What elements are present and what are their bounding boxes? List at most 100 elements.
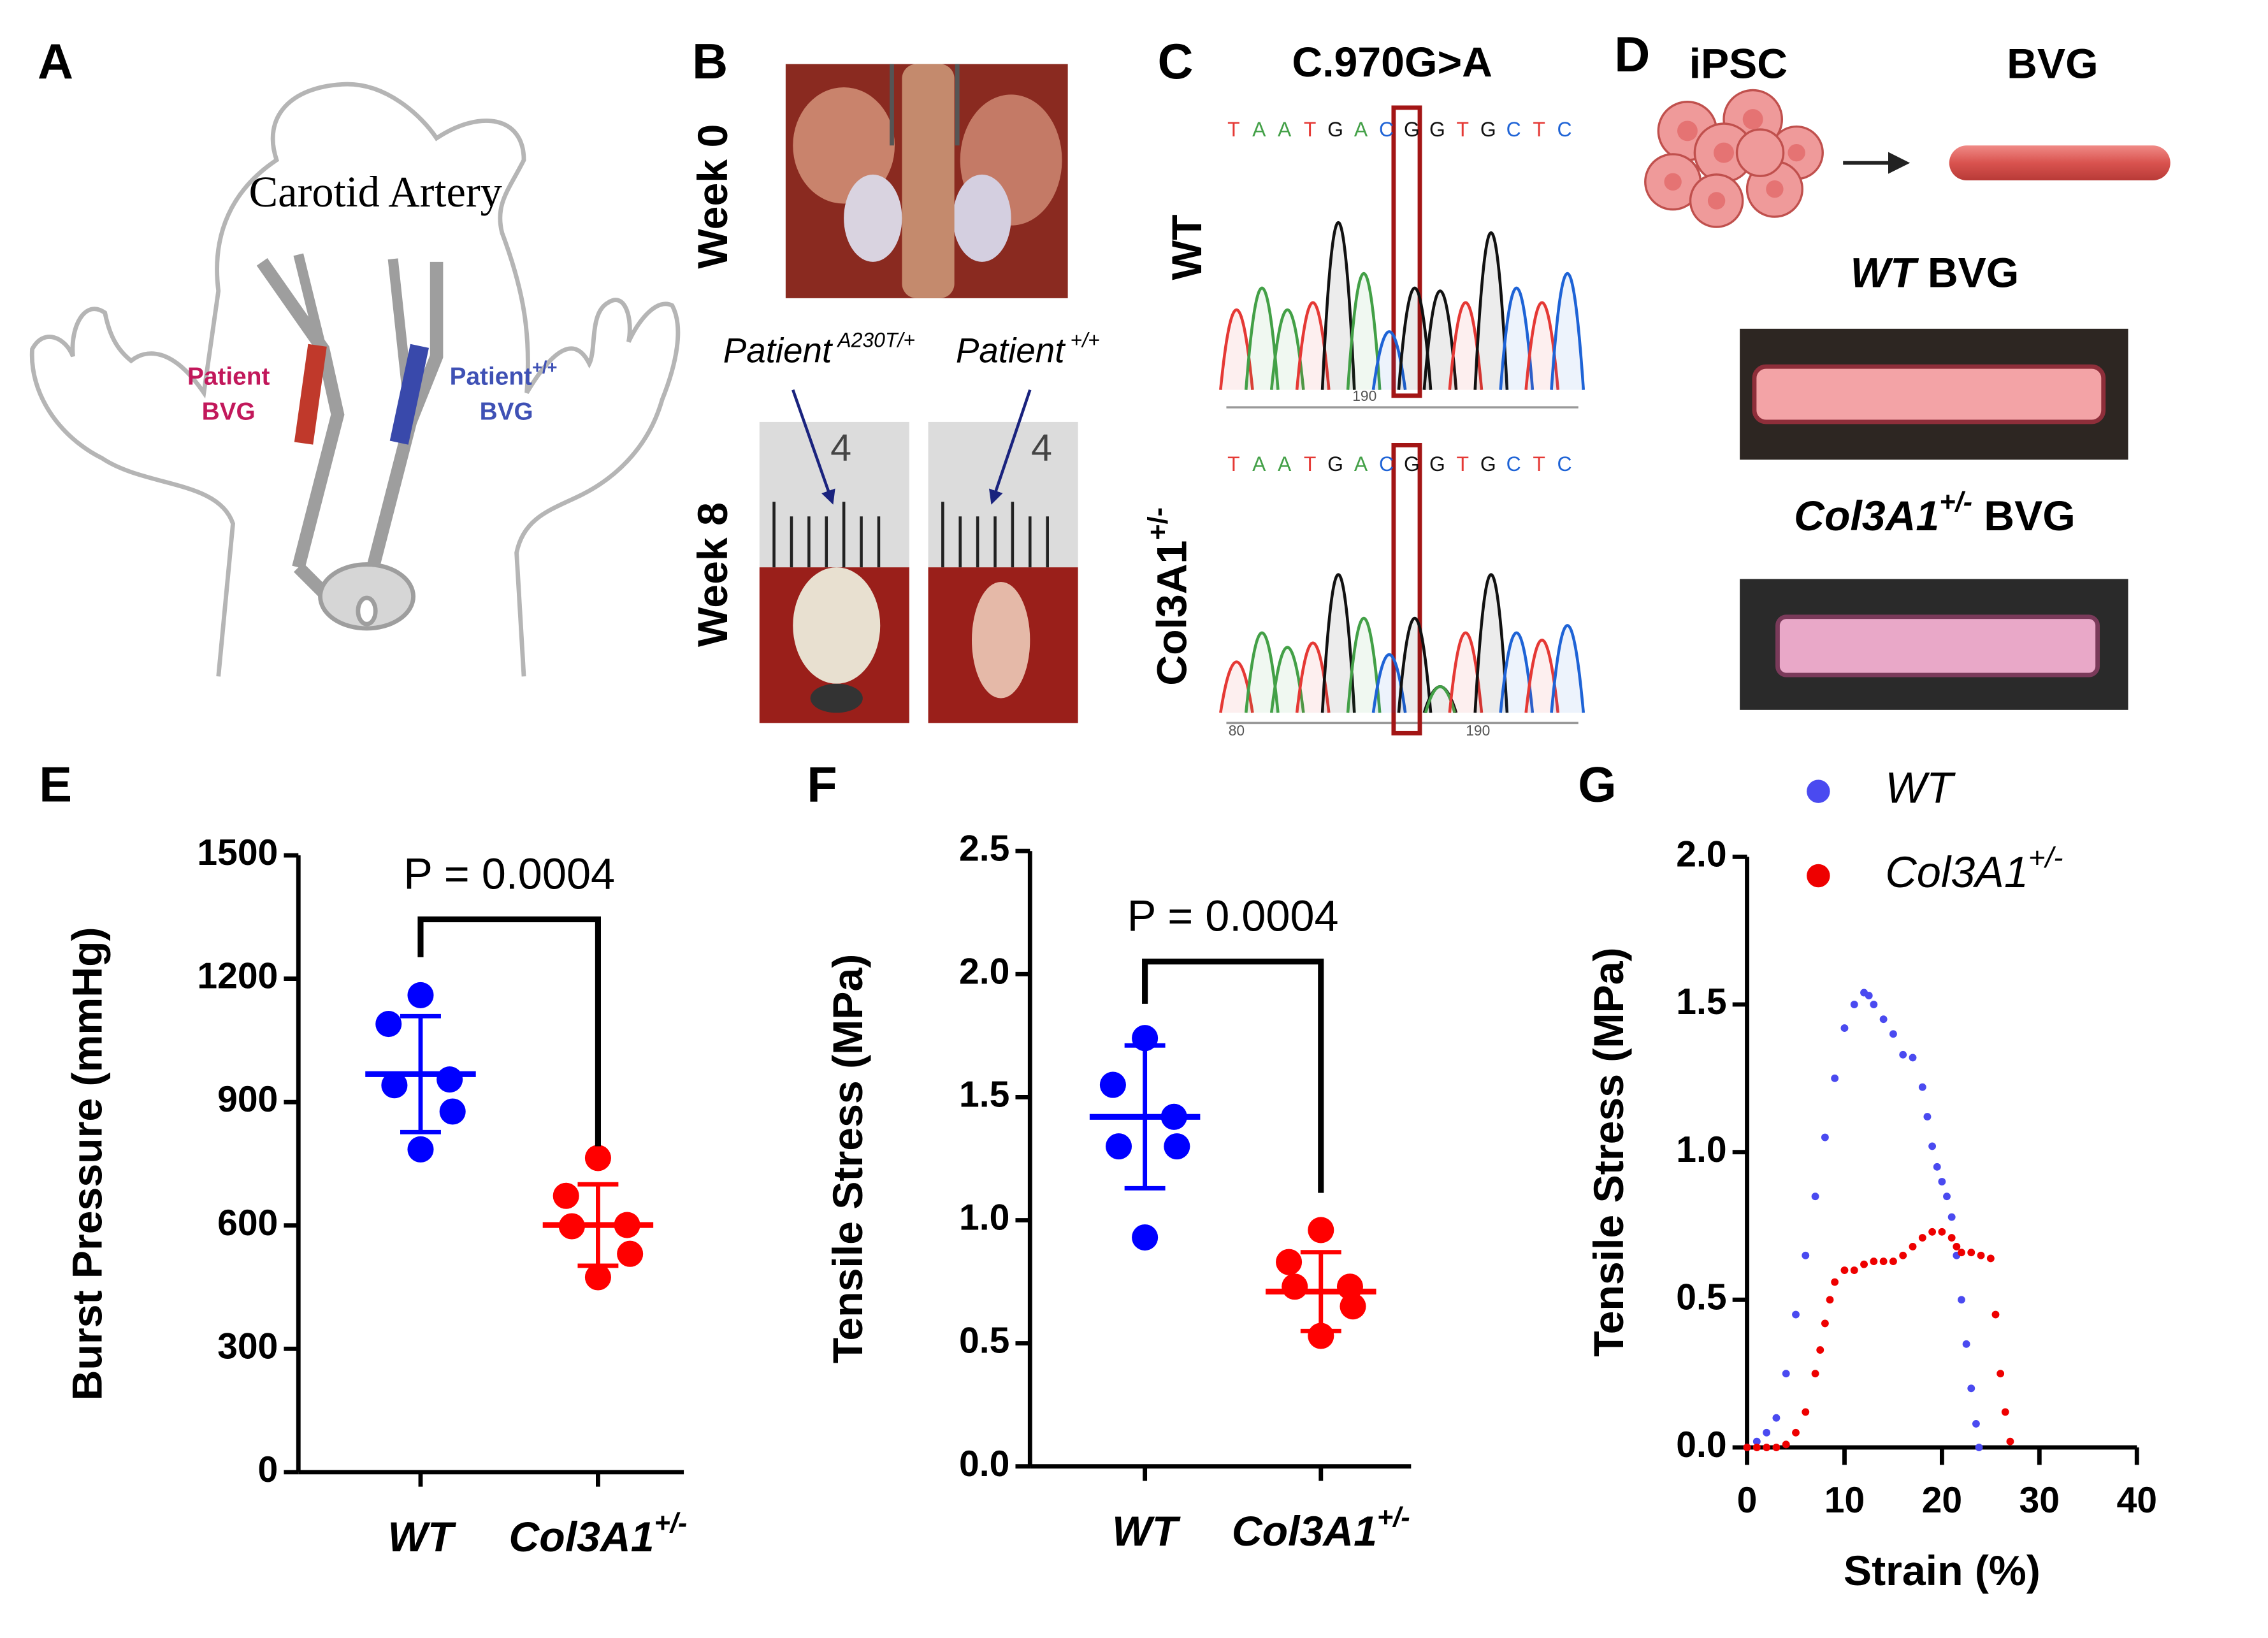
row-label: Week 0 [690, 124, 737, 269]
data-point [1850, 1001, 1858, 1008]
group-label: Patient +/+ [956, 329, 1100, 370]
trace-peak [1244, 286, 1280, 390]
data-point [1132, 1224, 1159, 1251]
data-point [1953, 1243, 1961, 1250]
data-point [1958, 1296, 1965, 1304]
y-tick-label: 1200 [197, 956, 278, 997]
row-label: Col3A1+/- [1143, 507, 1196, 686]
data-point [407, 982, 434, 1008]
significance-bracket [1142, 959, 1324, 1193]
data-point [1967, 1249, 1975, 1257]
y-tick-label: 1500 [197, 832, 278, 873]
trace-axis-label: 80 [1229, 722, 1245, 739]
p-value: P = 0.0004 [403, 849, 615, 898]
photo-label: WT BVG [1851, 250, 2019, 297]
ruler-mark: 4 [1031, 426, 1052, 469]
y-tick-label: 900 [217, 1079, 278, 1120]
group-label: Patient A230T/+ [723, 329, 915, 370]
data-point [1899, 1251, 1907, 1259]
y-axis-title: Tensile Stress (MPa) [1585, 947, 1633, 1356]
photo-superscript: +/- [1939, 487, 1972, 518]
graft-label: Patient [450, 363, 532, 391]
trace-axis-label: 190 [1466, 722, 1490, 739]
data-point [1943, 1192, 1951, 1201]
y-tick-label: 0.0 [959, 1444, 1009, 1484]
data-point [1879, 1015, 1888, 1024]
sequence-letter: A [1278, 453, 1292, 475]
y-axis-title: Burst Pressure (mmHg) [64, 927, 111, 1400]
x-tick-label: WT [1112, 1508, 1181, 1555]
data-point [1933, 1163, 1941, 1171]
data-point [1909, 1054, 1917, 1062]
bvg-sample [1752, 364, 2106, 424]
data-point [1782, 1440, 1790, 1449]
data-point [1802, 1251, 1810, 1259]
mouse-diagram [29, 82, 681, 677]
bvg-sample [1775, 614, 2100, 678]
x-tick-superscript: +/- [1377, 1502, 1410, 1533]
graft-label: BVG [202, 398, 256, 425]
graft-superscript: +/+ [532, 357, 558, 377]
y-tick-label: 1.5 [959, 1074, 1009, 1115]
trace-axis-label: 190 [1352, 388, 1376, 404]
data-point [1782, 1370, 1790, 1378]
group-label: Patient [723, 331, 834, 370]
sequence-letter: T [1304, 453, 1317, 475]
data-point [1947, 1213, 1956, 1221]
data-point [1164, 1133, 1190, 1160]
data-point [1909, 1243, 1917, 1250]
y-tick-label: 2.0 [1676, 834, 1726, 874]
data-point [1792, 1428, 1800, 1437]
trace-peak [1346, 617, 1382, 713]
data-point [2006, 1437, 2014, 1446]
legend-label: WT [1885, 764, 1956, 813]
data-point [1879, 1257, 1888, 1266]
sequence-letter: G [1480, 118, 1496, 141]
x-tick-label: 10 [1824, 1480, 1865, 1521]
trace-peak [1473, 231, 1509, 390]
data-point [1772, 1414, 1780, 1422]
legend-superscript: +/- [2028, 841, 2063, 874]
x-tick-label: 0 [1737, 1480, 1758, 1521]
sequence-letter: T [1533, 118, 1545, 141]
group-superscript: +/+ [1071, 329, 1100, 352]
data-point [1991, 1310, 2000, 1319]
sequence-letter: C [1506, 453, 1521, 475]
y-tick-label: 1.5 [1676, 982, 1726, 1022]
data-point [1850, 1266, 1858, 1274]
data-point [553, 1182, 579, 1209]
data-point [1772, 1444, 1780, 1451]
data-point [1958, 1249, 1965, 1257]
trace-peak [1550, 272, 1585, 390]
x-tick-label: WT [1112, 1508, 1181, 1555]
data-point [1811, 1370, 1819, 1378]
data-point [1918, 1234, 1926, 1242]
panel-title: C.970G>A [1292, 39, 1492, 86]
sequence-letter: A [1252, 118, 1266, 141]
data-point [584, 1264, 611, 1291]
data-point [1899, 1050, 1907, 1059]
y-axis-title: Tensile Stress (MPa) [825, 954, 872, 1363]
sequence-letter: G [1327, 453, 1343, 475]
data-point [1947, 1234, 1956, 1242]
data-point [1840, 1024, 1849, 1033]
data-point [1792, 1310, 1800, 1319]
data-point [1821, 1319, 1829, 1328]
trace-peak [1244, 631, 1280, 713]
ruler-mark: 4 [830, 426, 851, 469]
data-point [1308, 1217, 1334, 1243]
graft-label: BVG [480, 398, 533, 425]
sequence-letter: A [1252, 453, 1266, 475]
row-label: WT [1164, 215, 1211, 280]
sequence-letter: C [1557, 453, 1572, 475]
data-point [1938, 1228, 1946, 1236]
control-graft [389, 344, 430, 445]
sequence-letter: T [1533, 453, 1545, 475]
sequence-letter: T [1457, 453, 1470, 475]
trace-peak [1320, 573, 1356, 713]
panel-label: C [1158, 34, 1194, 89]
sequence-letter: G [1429, 453, 1445, 475]
legend-marker [1807, 864, 1830, 888]
legend-label: Col3A1 [1885, 848, 2028, 897]
